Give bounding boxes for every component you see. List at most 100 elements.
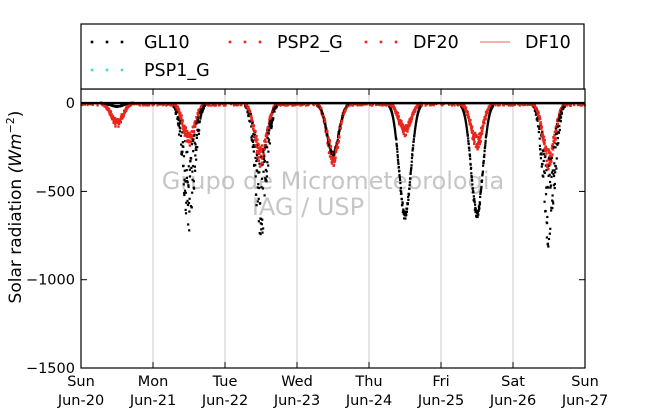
gl10-point bbox=[267, 150, 270, 153]
gl10-point bbox=[203, 104, 206, 107]
night-point bbox=[453, 104, 456, 107]
gl10-point bbox=[469, 157, 472, 161]
gl10-point bbox=[542, 175, 545, 178]
gl10-point bbox=[399, 178, 402, 182]
gl10-point bbox=[275, 104, 278, 108]
x-tick-label-day: Thu bbox=[354, 374, 382, 390]
gl10-point bbox=[482, 162, 485, 165]
gl10-point bbox=[485, 129, 489, 132]
gl10-point bbox=[554, 165, 557, 168]
psp2-g-point bbox=[540, 125, 544, 129]
night-point bbox=[429, 104, 432, 107]
psp2-g-point bbox=[535, 107, 538, 110]
night-point bbox=[517, 103, 520, 106]
gl10-point bbox=[550, 175, 553, 178]
psp2-g-point bbox=[470, 125, 474, 128]
psp2-g-point bbox=[247, 105, 250, 109]
gl10-point bbox=[480, 185, 483, 189]
psp2-g-point bbox=[472, 138, 476, 141]
gl10-point bbox=[465, 124, 468, 127]
psp2-g-point bbox=[477, 145, 480, 149]
gl10-point bbox=[469, 166, 473, 169]
night-point bbox=[81, 104, 84, 107]
gl10-point bbox=[184, 208, 187, 212]
gl10-point bbox=[537, 125, 541, 128]
gl10-point bbox=[408, 181, 411, 184]
gl10-point bbox=[395, 138, 398, 141]
night-point bbox=[441, 104, 444, 107]
gl10-point bbox=[191, 191, 194, 194]
gl10-point bbox=[465, 129, 469, 132]
gl10-point bbox=[553, 169, 556, 172]
gl10-point bbox=[325, 127, 328, 130]
gl10-point bbox=[191, 139, 194, 142]
y-axis-label: Solar radiation (Wm−2) bbox=[4, 111, 26, 304]
gl10-point bbox=[201, 110, 204, 114]
psp2-g-point bbox=[547, 148, 550, 152]
psp2-g-point bbox=[555, 130, 558, 133]
gl10-point bbox=[394, 131, 397, 134]
gl10-point bbox=[486, 123, 489, 126]
legend-entry: PSP2_G bbox=[228, 33, 343, 53]
psp2-g-point bbox=[473, 131, 477, 135]
night-point bbox=[385, 103, 388, 106]
night-point bbox=[232, 104, 235, 107]
gl10-point bbox=[471, 187, 474, 190]
psp2-g-point bbox=[109, 110, 113, 114]
night-point bbox=[146, 104, 149, 107]
gl10-point bbox=[484, 141, 487, 145]
night-point bbox=[165, 104, 168, 107]
gl10-point bbox=[258, 162, 261, 165]
gl10-point bbox=[261, 218, 264, 221]
psp2-g-point bbox=[257, 152, 261, 156]
gl10-point bbox=[559, 116, 563, 119]
x-gridlines bbox=[152, 89, 514, 368]
gl10-point bbox=[185, 176, 188, 180]
gl10-point bbox=[398, 177, 402, 180]
night-point bbox=[293, 103, 296, 106]
gl10-point bbox=[483, 145, 487, 149]
gl10-point bbox=[400, 192, 403, 195]
psp2-g-point bbox=[340, 119, 344, 122]
gl10-point bbox=[200, 112, 203, 115]
psp2-g-point bbox=[338, 136, 341, 139]
psp2-g-point bbox=[545, 159, 548, 163]
gl10-point bbox=[540, 152, 543, 155]
gl10-point bbox=[555, 132, 559, 135]
psp2-g-point bbox=[472, 136, 476, 140]
gl10-point bbox=[196, 145, 199, 149]
psp2-g-point bbox=[185, 134, 189, 137]
gl10-point bbox=[190, 206, 193, 209]
gl10-point bbox=[406, 207, 409, 210]
psp2-g-point bbox=[264, 138, 267, 141]
psp2-g-point bbox=[546, 163, 549, 166]
gl10-point bbox=[410, 168, 413, 171]
night-point bbox=[578, 104, 581, 107]
gl10-point bbox=[176, 116, 179, 119]
gl10-point bbox=[179, 119, 182, 122]
gl10-point bbox=[255, 193, 258, 196]
psp2-g-point bbox=[183, 124, 186, 127]
gl10-point bbox=[257, 183, 260, 186]
psp2-g-point bbox=[329, 146, 332, 149]
gl10-point bbox=[414, 122, 418, 125]
gl10-point bbox=[184, 191, 187, 194]
night-point bbox=[581, 104, 584, 107]
psp2-g-point bbox=[328, 139, 332, 142]
night-point bbox=[352, 103, 355, 106]
gl10-point bbox=[337, 133, 341, 136]
gl10-point bbox=[468, 153, 471, 156]
psp2-g-point bbox=[261, 162, 265, 165]
gl10-point bbox=[265, 170, 268, 173]
gl10-point bbox=[477, 209, 480, 212]
gl10-point bbox=[552, 174, 556, 178]
psp2-g-point bbox=[485, 114, 488, 117]
psp2-g-point bbox=[473, 142, 476, 145]
night-point bbox=[576, 104, 579, 107]
gl10-point bbox=[264, 177, 267, 180]
night-point bbox=[91, 104, 94, 107]
night-point bbox=[520, 103, 523, 106]
psp2-g-point bbox=[478, 138, 481, 141]
gl10-point bbox=[542, 150, 545, 153]
gl10-point bbox=[257, 220, 260, 223]
